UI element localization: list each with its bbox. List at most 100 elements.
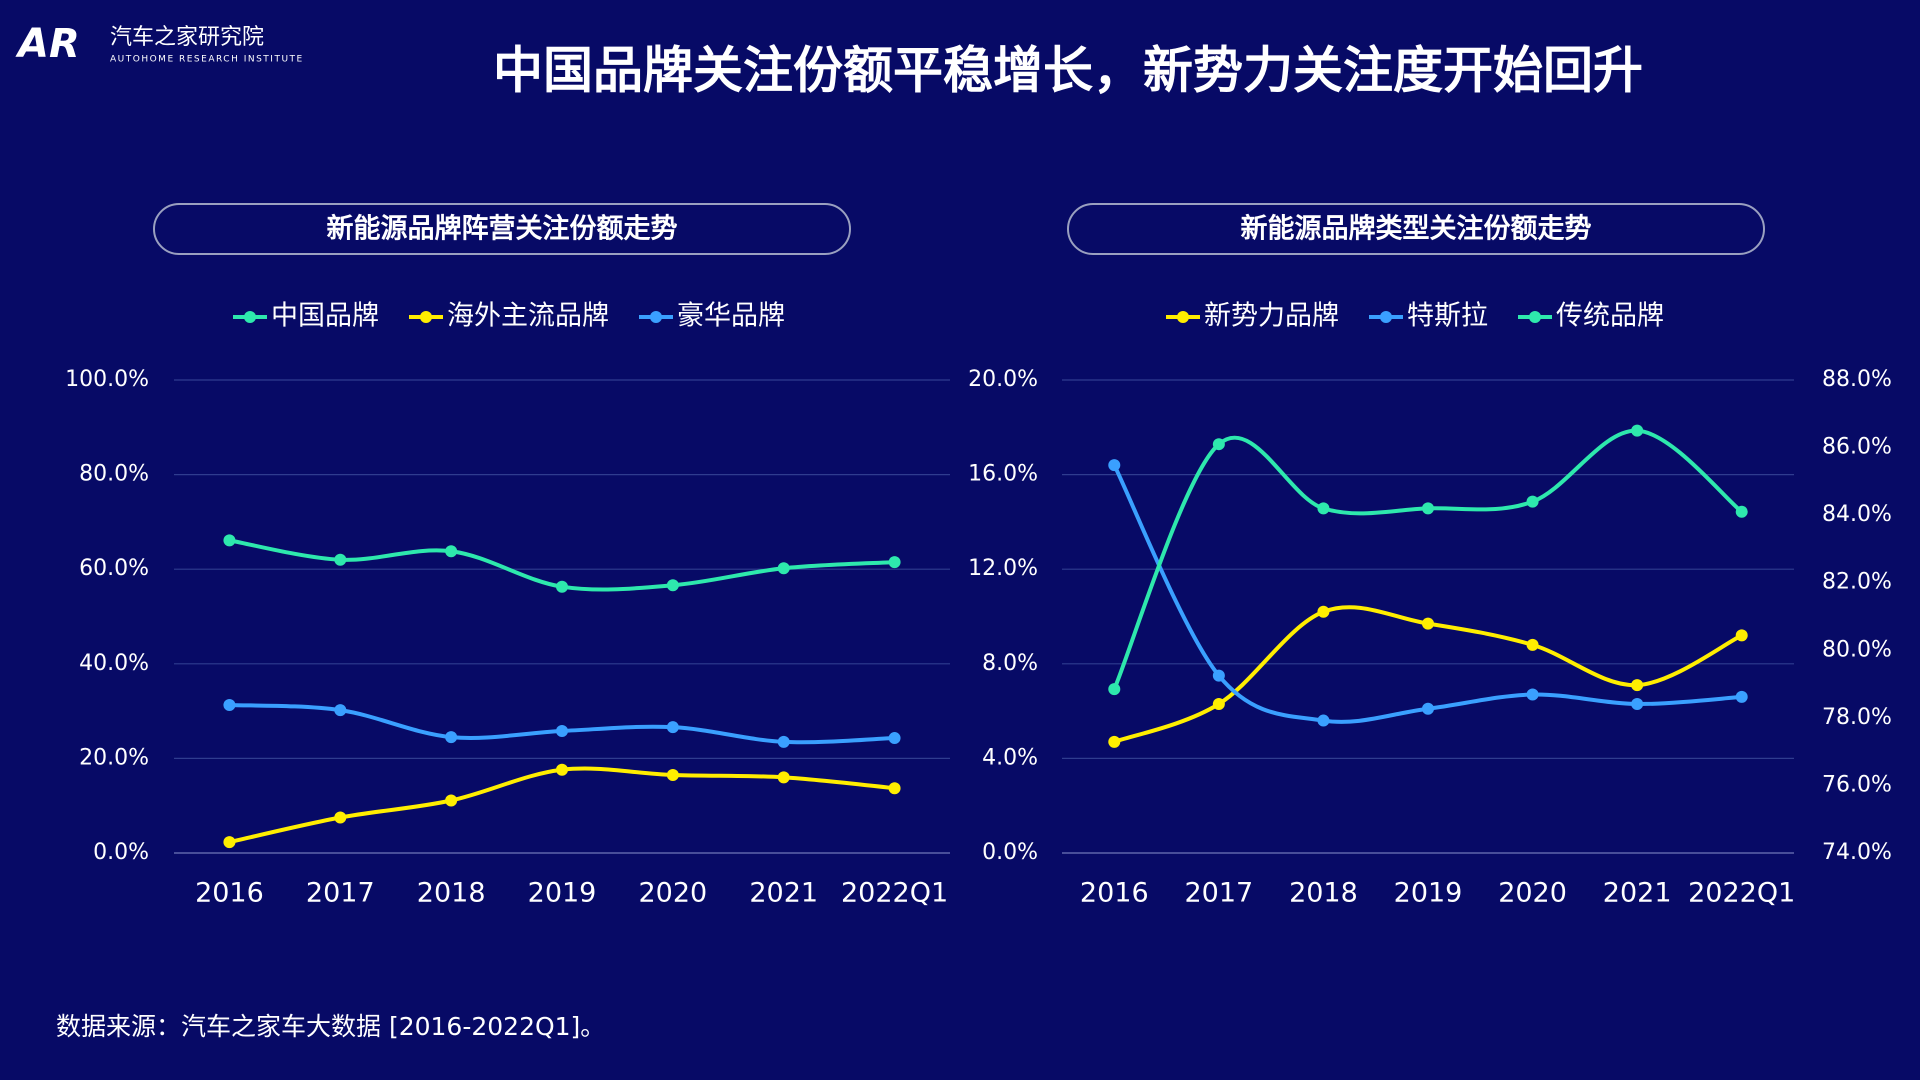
legend-dot <box>1177 311 1189 323</box>
y-tick-label: 0.0% <box>93 840 149 865</box>
y2-tick-label: 76.0% <box>1822 772 1892 797</box>
y-tick-label: 8.0% <box>982 651 1038 676</box>
series-line <box>228 766 895 845</box>
data-point <box>888 782 901 795</box>
data-point <box>1526 638 1539 651</box>
data-point <box>1526 688 1539 701</box>
x-tick-label: 2019 <box>528 878 597 909</box>
legend-label: 特斯拉 <box>1407 301 1488 332</box>
data-point <box>1212 698 1225 711</box>
y2-tick-label: 74.0% <box>1822 840 1892 865</box>
legend-label: 传统品牌 <box>1556 301 1664 332</box>
data-point <box>1317 502 1330 515</box>
legend-dot <box>650 311 662 323</box>
logo-mark: AR <box>15 21 80 67</box>
subtitle-pill <box>1067 203 1765 255</box>
legend-label: 新势力品牌 <box>1204 301 1339 332</box>
logo-subtitle: AUTOHOME RESEARCH INSTITUTE <box>110 55 304 65</box>
subtitle-pill <box>153 203 851 255</box>
y2-tick-label: 88.0% <box>1822 367 1892 392</box>
x-tick-label: 2020 <box>1498 878 1567 909</box>
data-point <box>334 704 347 717</box>
slide-title: 中国品牌关注份额平稳增长，新势力关注度开始回升 <box>493 42 1643 100</box>
y-tick-label: 40.0% <box>79 651 149 676</box>
data-point <box>334 553 347 566</box>
data-point <box>1735 690 1748 703</box>
data-point <box>666 721 679 734</box>
data-point <box>445 545 458 558</box>
data-point <box>1631 679 1644 692</box>
x-tick-label: 2016 <box>1080 878 1149 909</box>
series-line <box>1112 428 1743 690</box>
y-tick-label: 80.0% <box>79 462 149 487</box>
x-tick-label: 2020 <box>638 878 707 909</box>
x-tick-label: 2022Q1 <box>1688 878 1795 909</box>
data-point <box>1317 714 1330 727</box>
data-point <box>1631 698 1644 711</box>
legend-dot <box>244 311 256 323</box>
chart-title: 新能源品牌阵营关注份额走势 <box>327 213 678 245</box>
chart-title: 新能源品牌类型关注份额走势 <box>1241 213 1592 245</box>
data-point <box>666 768 679 781</box>
data-point <box>1422 702 1434 715</box>
data-point <box>1631 424 1644 437</box>
y-tick-label: 20.0% <box>968 367 1038 392</box>
y-tick-label: 4.0% <box>982 745 1038 770</box>
y-tick-label: 16.0% <box>968 462 1038 487</box>
data-point <box>1108 459 1121 472</box>
x-tick-label: 2016 <box>195 878 264 909</box>
y-tick-label: 100.0% <box>65 367 149 392</box>
legend-dot <box>1380 311 1392 323</box>
data-point <box>666 579 679 592</box>
data-point <box>223 836 236 849</box>
y-tick-label: 0.0% <box>982 840 1038 865</box>
data-point <box>777 562 790 575</box>
y2-tick-label: 82.0% <box>1822 570 1892 595</box>
y2-tick-label: 78.0% <box>1822 705 1892 730</box>
legend-dot <box>420 311 432 323</box>
data-point <box>334 811 347 824</box>
y2-tick-label: 84.0% <box>1822 502 1892 527</box>
data-point <box>1212 438 1225 451</box>
x-tick-label: 2018 <box>1289 878 1358 909</box>
x-tick-label: 2021 <box>749 878 818 909</box>
y-tick-label: 20.0% <box>79 745 149 770</box>
data-point <box>1735 505 1748 518</box>
data-point <box>777 771 790 784</box>
data-point <box>445 794 458 807</box>
data-point <box>1422 617 1434 630</box>
data-point <box>1526 495 1539 508</box>
y2-tick-label: 80.0% <box>1822 637 1892 662</box>
data-point <box>223 534 236 547</box>
x-tick-label: 2017 <box>1184 878 1253 909</box>
data-point <box>556 580 568 593</box>
data-point <box>1735 629 1748 642</box>
legend-label: 豪华品牌 <box>677 301 785 332</box>
data-point <box>888 732 901 745</box>
x-tick-label: 2017 <box>306 878 375 909</box>
logo-name: 汽车之家研究院 <box>110 25 264 50</box>
data-point <box>223 698 236 711</box>
data-point <box>556 763 568 776</box>
x-tick-label: 2018 <box>417 878 486 909</box>
x-tick-label: 2022Q1 <box>841 878 948 909</box>
x-tick-label: 2019 <box>1394 878 1463 909</box>
legend-label: 中国品牌 <box>271 301 379 332</box>
data-point <box>1212 669 1225 682</box>
y2-tick-label: 86.0% <box>1822 435 1892 460</box>
legend-label: 海外主流品牌 <box>447 301 609 332</box>
data-point <box>445 731 458 744</box>
data-point <box>556 724 568 737</box>
y-tick-label: 60.0% <box>79 556 149 581</box>
y-tick-label: 12.0% <box>968 556 1038 581</box>
data-point <box>1108 683 1121 696</box>
legend-dot <box>1529 311 1541 323</box>
source-note: 数据来源：汽车之家车大数据 [2016-2022Q1]。 <box>56 1012 605 1041</box>
data-point <box>1422 502 1434 515</box>
data-point <box>777 735 790 748</box>
x-tick-label: 2021 <box>1603 878 1672 909</box>
data-point <box>888 556 901 569</box>
data-point <box>1317 605 1330 618</box>
